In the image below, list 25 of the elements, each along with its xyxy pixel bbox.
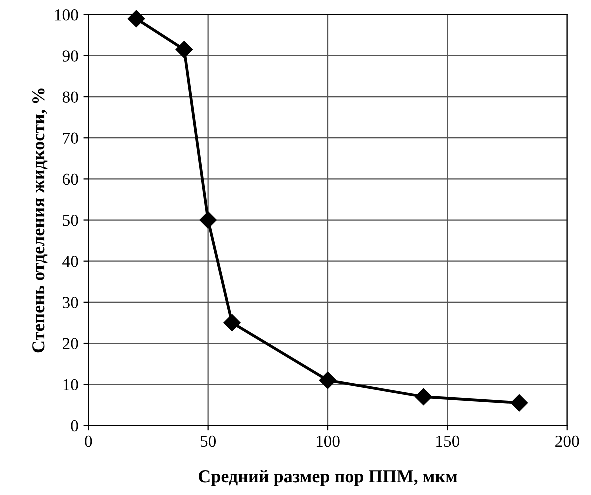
point xyxy=(128,10,146,28)
point xyxy=(510,394,528,412)
point xyxy=(415,388,432,406)
x-tick-label: 150 xyxy=(436,436,460,448)
y-tick-label: 80 xyxy=(62,92,78,103)
x-tick-label: 200 xyxy=(556,436,580,448)
y-tick-label: 70 xyxy=(63,132,78,144)
x-tick-label: 0 xyxy=(85,436,92,448)
y-tick-label: 90 xyxy=(62,50,78,62)
y-tick-label: 20 xyxy=(62,338,78,350)
y-tick-label: 30 xyxy=(63,297,78,308)
y-tick-label: 0 xyxy=(71,420,78,432)
x-tick-label: 50 xyxy=(200,436,216,448)
y-tick-label: 100 xyxy=(55,10,78,21)
y-axis-title: Степень отделения жидкости, % xyxy=(32,88,48,353)
x-tick-label: 100 xyxy=(316,436,340,448)
point xyxy=(319,372,337,390)
y-tick-label: 60 xyxy=(62,174,78,186)
x-axis-title: Средний размер пор ППМ, мкм xyxy=(198,470,458,486)
point xyxy=(176,41,193,58)
y-tick-label: 10 xyxy=(64,379,78,391)
y-tick-label: 50 xyxy=(63,214,78,226)
point xyxy=(200,212,217,229)
point xyxy=(224,314,241,332)
y-tick-label: 40 xyxy=(62,256,78,268)
